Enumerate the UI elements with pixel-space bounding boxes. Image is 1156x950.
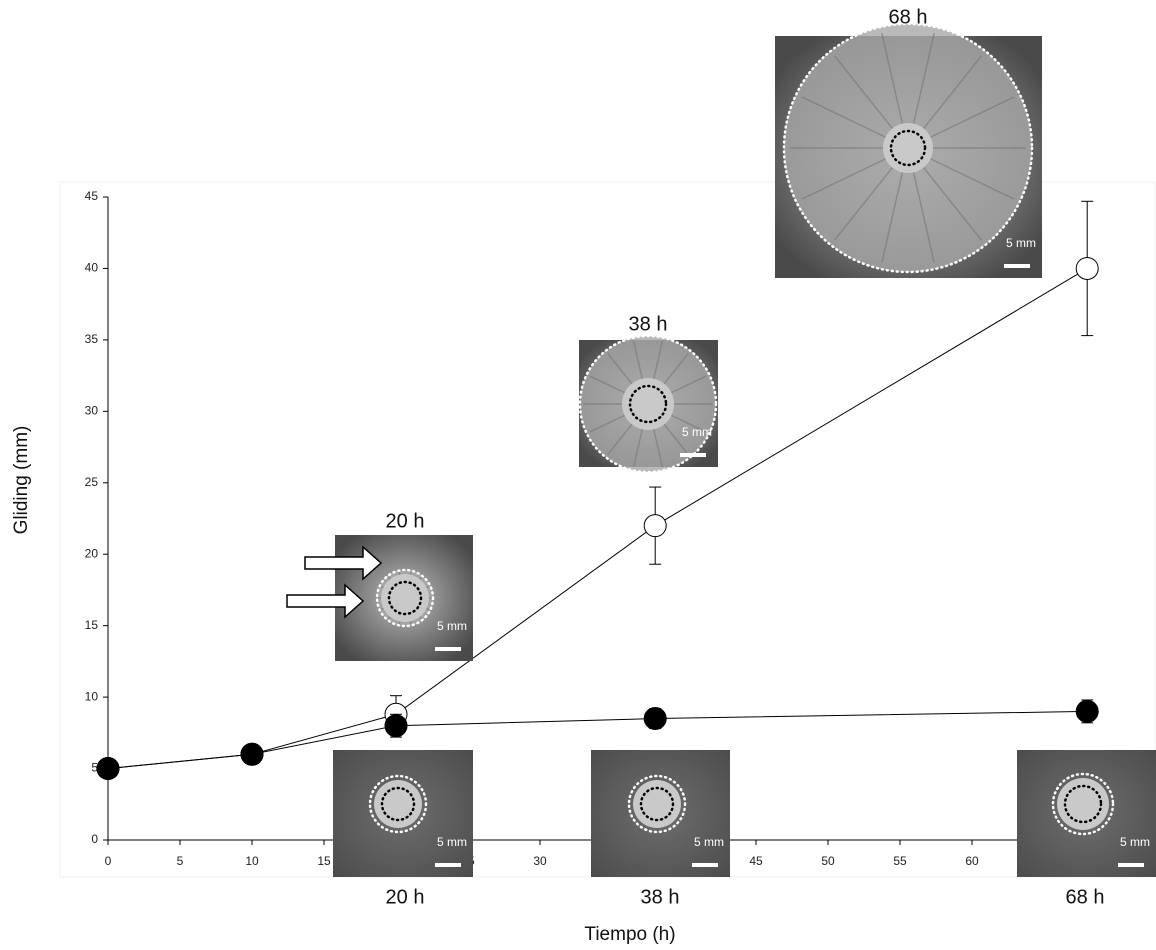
y-tick-label: 35 [85,332,99,346]
inset-label: 38 h [641,886,680,908]
x-tick-label: 0 [105,854,112,868]
inset-label: 68 h [1066,886,1105,908]
y-tick-label: 30 [85,404,99,418]
inset-photo: 5 mm [1017,750,1156,877]
x-tick-label: 10 [245,854,259,868]
y-tick-label: 40 [85,261,99,275]
x-tick-label: 45 [749,854,763,868]
data-point [1076,257,1098,279]
inset-label: 20 h [386,510,425,532]
y-tick-label: 10 [85,689,99,703]
data-point [97,758,119,780]
data-point [241,743,263,765]
data-point [644,515,666,537]
scale-label: 5 mm [1120,835,1150,849]
scale-label: 5 mm [1006,236,1036,250]
x-axis-title: Tiempo (h) [584,924,675,945]
scale-label: 5 mm [437,619,467,633]
inset-photo: 5 mm [579,336,718,472]
y-tick-label: 25 [85,475,99,489]
x-tick-label: 15 [317,854,331,868]
chart: Tiempo (h) Gliding (mm) 0 5 10 15 20 25 30 35 40… [0,0,1156,950]
inset-label: 68 h [889,6,928,28]
x-tick-label: 60 [965,854,979,868]
scale-label: 5 mm [694,835,724,849]
y-tick-label: 45 [85,189,99,203]
inset-label: 20 h [386,886,425,908]
y-axis-title: Gliding (mm) [11,426,32,535]
x-tick-label: 55 [893,854,907,868]
y-tick-label: 0 [91,832,98,846]
y-tick-label: 15 [85,618,99,632]
y-tick-label: 20 [85,546,99,560]
inset-photo: 5 mm [591,750,730,877]
data-point [385,715,407,737]
x-tick-label: 5 [177,854,184,868]
data-point [1076,700,1098,722]
x-tick-label: 50 [821,854,835,868]
inset-photo: 5 mm [775,24,1042,278]
scale-label: 5 mm [437,835,467,849]
scale-label: 5 mm [682,425,712,439]
inset-label: 38 h [629,313,668,335]
x-tick-label: 30 [533,854,547,868]
inset-photo: 5 mm [333,750,473,877]
data-point [644,708,666,730]
